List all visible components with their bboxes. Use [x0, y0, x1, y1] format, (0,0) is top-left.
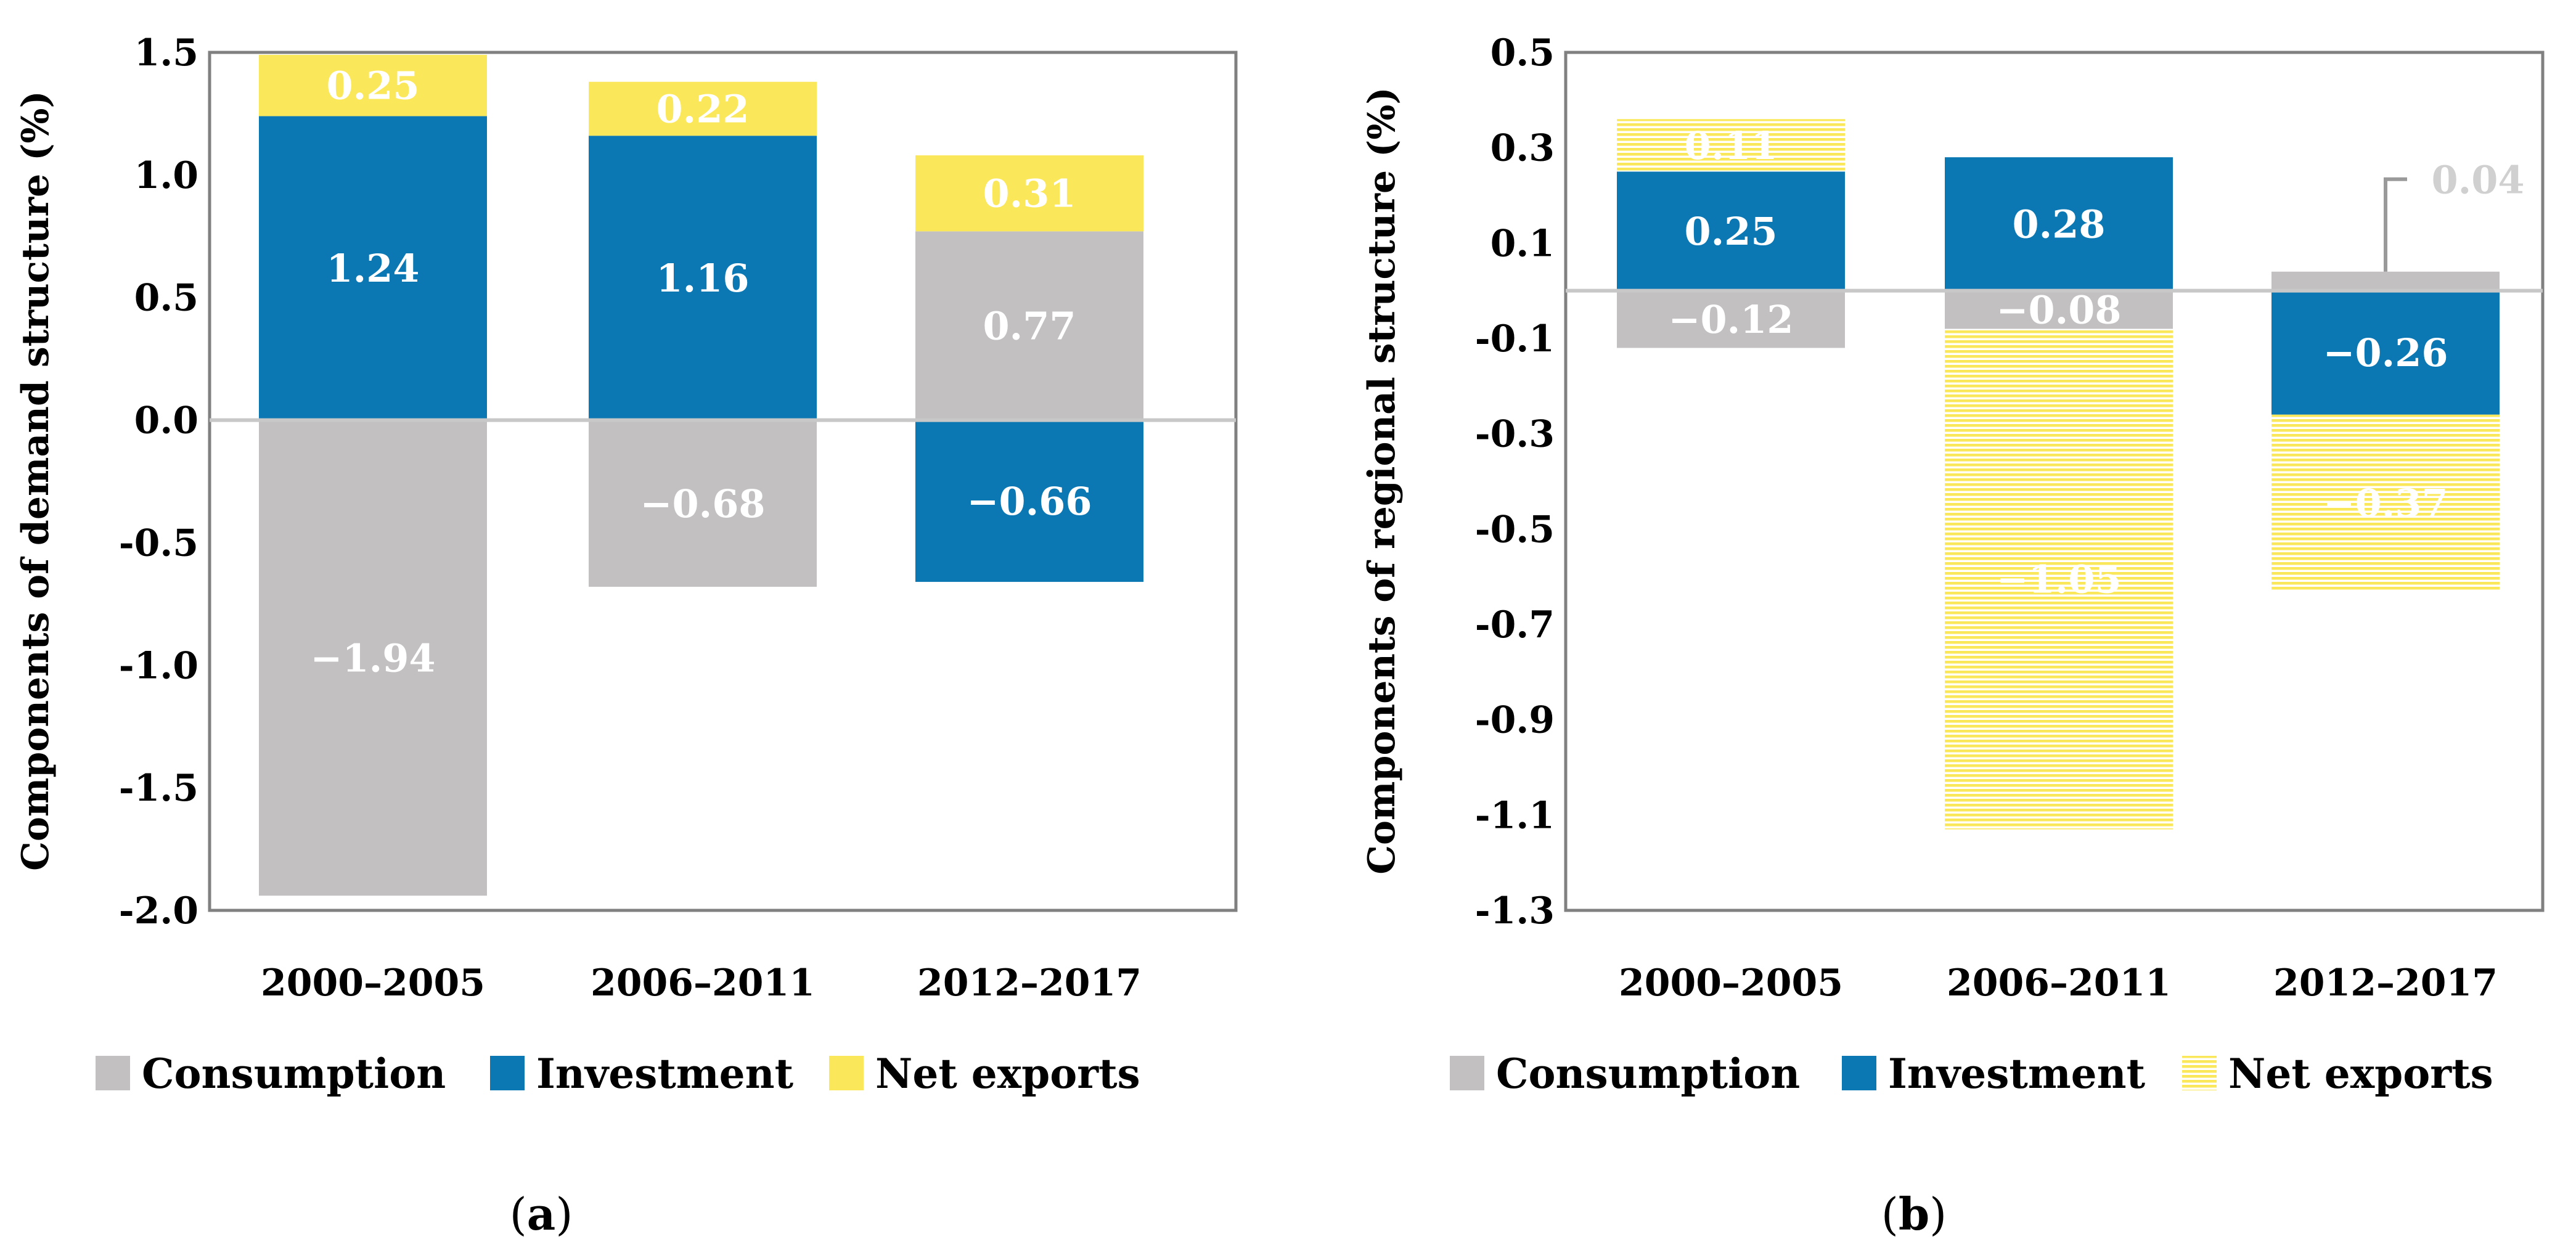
data-label: 0.25	[326, 63, 419, 108]
y-tick-label: -1.5	[119, 767, 198, 810]
y-tick-label: 0.5	[1490, 31, 1555, 75]
bar-investment	[1945, 157, 2173, 291]
bar-consumption	[1617, 290, 1845, 348]
data-label: 0.28	[2012, 202, 2105, 247]
yticks-b: -1.3 -1.1 -0.9 -0.7 -0.5 -0.3 -0.1 0.1 0.3 0.5	[1475, 31, 1555, 933]
data-label: −0.08	[1997, 288, 2122, 333]
value-labels-a: −1.94 1.24 0.25 −0.68 1.16 0.22 0.77 −0.66 0.31	[311, 63, 1092, 681]
data-label: 0.31	[983, 171, 1076, 216]
data-label: 0.25	[1684, 209, 1777, 254]
panel-caption-b: (b)	[1881, 1188, 1947, 1240]
legend-swatch-net_exports	[829, 1056, 864, 1090]
bar-consumption	[259, 420, 487, 896]
data-label: −1.05	[1997, 557, 2122, 602]
legend-swatch-investment	[490, 1056, 525, 1090]
bar-net_exports	[2271, 414, 2500, 591]
category-label: 2000–2005	[1619, 962, 1843, 1005]
legend-label-net_exports: Net exports	[2228, 1050, 2493, 1098]
legend-swatch-investment	[1842, 1056, 1876, 1090]
y-tick-label: 1.0	[134, 154, 198, 197]
bar-net_exports	[259, 54, 487, 116]
y-tick-label: 0.5	[134, 277, 198, 320]
data-label: −0.26	[2323, 330, 2448, 375]
y-tick-label: -2.0	[119, 889, 198, 933]
data-label: −1.94	[311, 635, 436, 680]
data-label: 0.22	[656, 86, 749, 131]
category-label: 2012–2017	[2273, 962, 2498, 1005]
panel-b: -1.3 -1.1 -0.9 -0.7 -0.5 -0.3 -0.1 0.1 0.3 0.5 20…	[1360, 31, 2545, 1240]
y-axis-title-b: Components of regional structure (%)	[1360, 87, 1404, 875]
bar-investment	[259, 116, 487, 420]
data-label: −0.12	[1669, 297, 1794, 342]
data-label: −0.37	[2323, 481, 2448, 526]
y-tick-label: 0.3	[1490, 127, 1555, 170]
data-label: 0.11	[1684, 123, 1777, 168]
data-label: 1.24	[326, 246, 419, 291]
y-tick-label: -1.3	[1475, 889, 1555, 933]
data-label: 0.04	[2431, 158, 2524, 203]
y-tick-label: -0.5	[1475, 508, 1555, 551]
data-label: −0.66	[967, 479, 1092, 524]
y-tick-label: -0.9	[1475, 699, 1555, 742]
data-label: −0.68	[640, 481, 766, 526]
legend-label-consumption: Consumption	[142, 1050, 446, 1098]
y-tick-label: 0.0	[134, 399, 198, 443]
category-label: 2012–2017	[917, 962, 1142, 1005]
category-label: 2006–2011	[1947, 962, 2171, 1005]
callout-leader	[2384, 177, 2407, 272]
bar-investment	[2271, 290, 2500, 415]
y-tick-label: -0.5	[119, 521, 198, 565]
data-label: 1.16	[656, 256, 749, 301]
category-label: 2000–2005	[261, 962, 485, 1005]
bar-consumption	[1945, 290, 2173, 329]
y-tick-label: -0.3	[1475, 413, 1555, 456]
legend-swatch-consumption	[1450, 1056, 1484, 1090]
value-labels-b: −0.12 0.25 0.11 −0.08 0.28 −1.05 0.04 −0.26 −0.3…	[1669, 123, 2525, 602]
data-label: 0.77	[983, 303, 1076, 348]
bars-a	[259, 54, 1143, 896]
bar-net_exports	[589, 81, 817, 136]
legend-swatch-consumption	[96, 1056, 130, 1090]
y-tick-label: -0.1	[1475, 317, 1555, 361]
bar-investment	[589, 136, 817, 420]
bar-investment	[1617, 171, 1845, 291]
legend-label-investment: Investment	[1888, 1050, 2146, 1098]
legend-label-net_exports: Net exports	[875, 1050, 1140, 1098]
yticks-a: -2.0 -1.5 -1.0 -0.5 0.0 0.5 1.0 1.5	[119, 31, 198, 933]
category-label: 2006–2011	[591, 962, 815, 1005]
bar-consumption	[2271, 271, 2500, 291]
bars-b	[1617, 119, 2500, 830]
bar-consumption	[589, 420, 817, 587]
y-tick-label: -1.1	[1475, 794, 1555, 837]
bar-consumption	[915, 231, 1143, 420]
panel-a: -2.0-1.5-1.0-0.50.00.51.01.5 2000–2005 20…	[14, 31, 1238, 1240]
bar-net_exports	[915, 155, 1143, 232]
categories-a: 2000–2005 2006–2011 2012–2017	[261, 962, 1142, 1005]
legend-label-consumption: Consumption	[1496, 1050, 1800, 1098]
bar-investment	[915, 420, 1143, 582]
categories-b: 2000–2005 2006–2011 2012–2017	[1619, 962, 2498, 1005]
y-tick-label: 1.5	[134, 31, 198, 75]
y-tick-label: 0.1	[1490, 222, 1555, 265]
legend-b: Consumption Investment Net exports	[1450, 1050, 2493, 1098]
legend-a: Consumption Investment Net exports	[96, 1050, 1140, 1098]
legend-label-investment: Investment	[536, 1050, 794, 1098]
bar-net_exports	[1617, 119, 1845, 172]
bar-net_exports	[1945, 329, 2173, 830]
y-axis-title-a: Components of demand structure (%)	[14, 91, 57, 871]
y-tick-label: -0.7	[1475, 603, 1555, 647]
panel-caption-a: (a)	[510, 1188, 573, 1240]
legend-swatch-net_exports	[2182, 1056, 2217, 1090]
y-tick-label: -1.0	[119, 644, 198, 687]
